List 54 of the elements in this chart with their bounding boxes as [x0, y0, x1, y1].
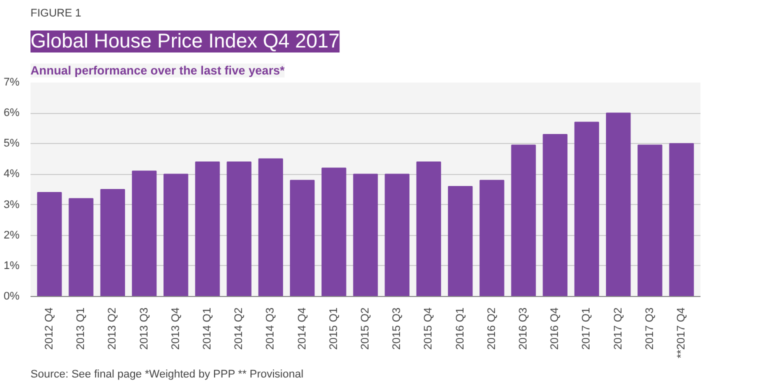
x-tick-label: 2014 Q3: [264, 308, 277, 350]
y-tick-label: 6%: [4, 107, 20, 120]
bar: [384, 174, 410, 296]
bar: [37, 192, 62, 296]
bar: [606, 112, 631, 296]
bar: [353, 174, 378, 296]
y-tick-label: 5%: [4, 138, 20, 150]
bar: [416, 161, 442, 296]
bar: [100, 189, 126, 296]
bar: [195, 161, 220, 296]
x-tick-label: 2013 Q4: [170, 308, 182, 350]
bar: [290, 180, 315, 296]
bar: [448, 186, 473, 296]
bar: [511, 144, 536, 296]
y-tick-label: 0%: [4, 290, 20, 302]
x-tick-label: 2013 Q2: [106, 308, 119, 350]
y-tick-label: 3%: [4, 198, 20, 211]
x-tick-label: 2014 Q1: [201, 308, 214, 350]
chart-title: Global House Price Index Q4 2017: [30, 30, 340, 52]
x-tick-label: **2017 Q4: [676, 307, 688, 358]
bar: [68, 198, 94, 296]
x-tick-label: 2013 Q1: [75, 308, 88, 350]
x-tick-label: 2015 Q4: [422, 308, 435, 350]
y-tick-label: 7%: [4, 76, 20, 88]
x-tick-label: 2014 Q4: [296, 308, 308, 350]
y-tick-label: 2%: [4, 229, 20, 242]
x-tick-label: 2017 Q2: [612, 308, 624, 350]
x-tick-label: 2016 Q3: [518, 308, 530, 350]
x-tick-label: 2016 Q2: [486, 308, 498, 350]
x-tick-label: 2013 Q3: [138, 308, 150, 350]
x-tick-label: 2015 Q1: [328, 308, 340, 350]
bar: [258, 158, 284, 296]
x-tick-label: 2015 Q2: [360, 308, 372, 350]
x-tick-label: 2017 Q3: [644, 308, 656, 350]
bar: [574, 122, 600, 296]
x-tick-label: 2017 Q1: [580, 308, 593, 350]
bar: [322, 168, 346, 296]
x-tick-label: 2014 Q2: [233, 308, 246, 350]
bar: [542, 134, 568, 296]
x-tick-label: 2016 Q4: [549, 308, 562, 350]
bar: [480, 180, 504, 296]
bar: [669, 143, 694, 296]
bar: [132, 170, 157, 296]
y-tick-label: 1%: [4, 260, 20, 272]
bar: [226, 161, 252, 296]
bar: [638, 144, 662, 296]
chart-subtitle: Annual performance over the last five years*: [30, 64, 285, 78]
x-tick-label: 2016 Q1: [454, 308, 466, 350]
bar: [164, 174, 188, 296]
source-note: Source: See final page *Weighted by PPP ** Provisional: [30, 368, 304, 380]
caption: FIGURE 1: [30, 8, 82, 20]
x-tick-label: 2015 Q3: [391, 308, 404, 350]
y-tick-label: 4%: [4, 168, 20, 180]
x-tick-label: 2012 Q4: [43, 308, 56, 350]
